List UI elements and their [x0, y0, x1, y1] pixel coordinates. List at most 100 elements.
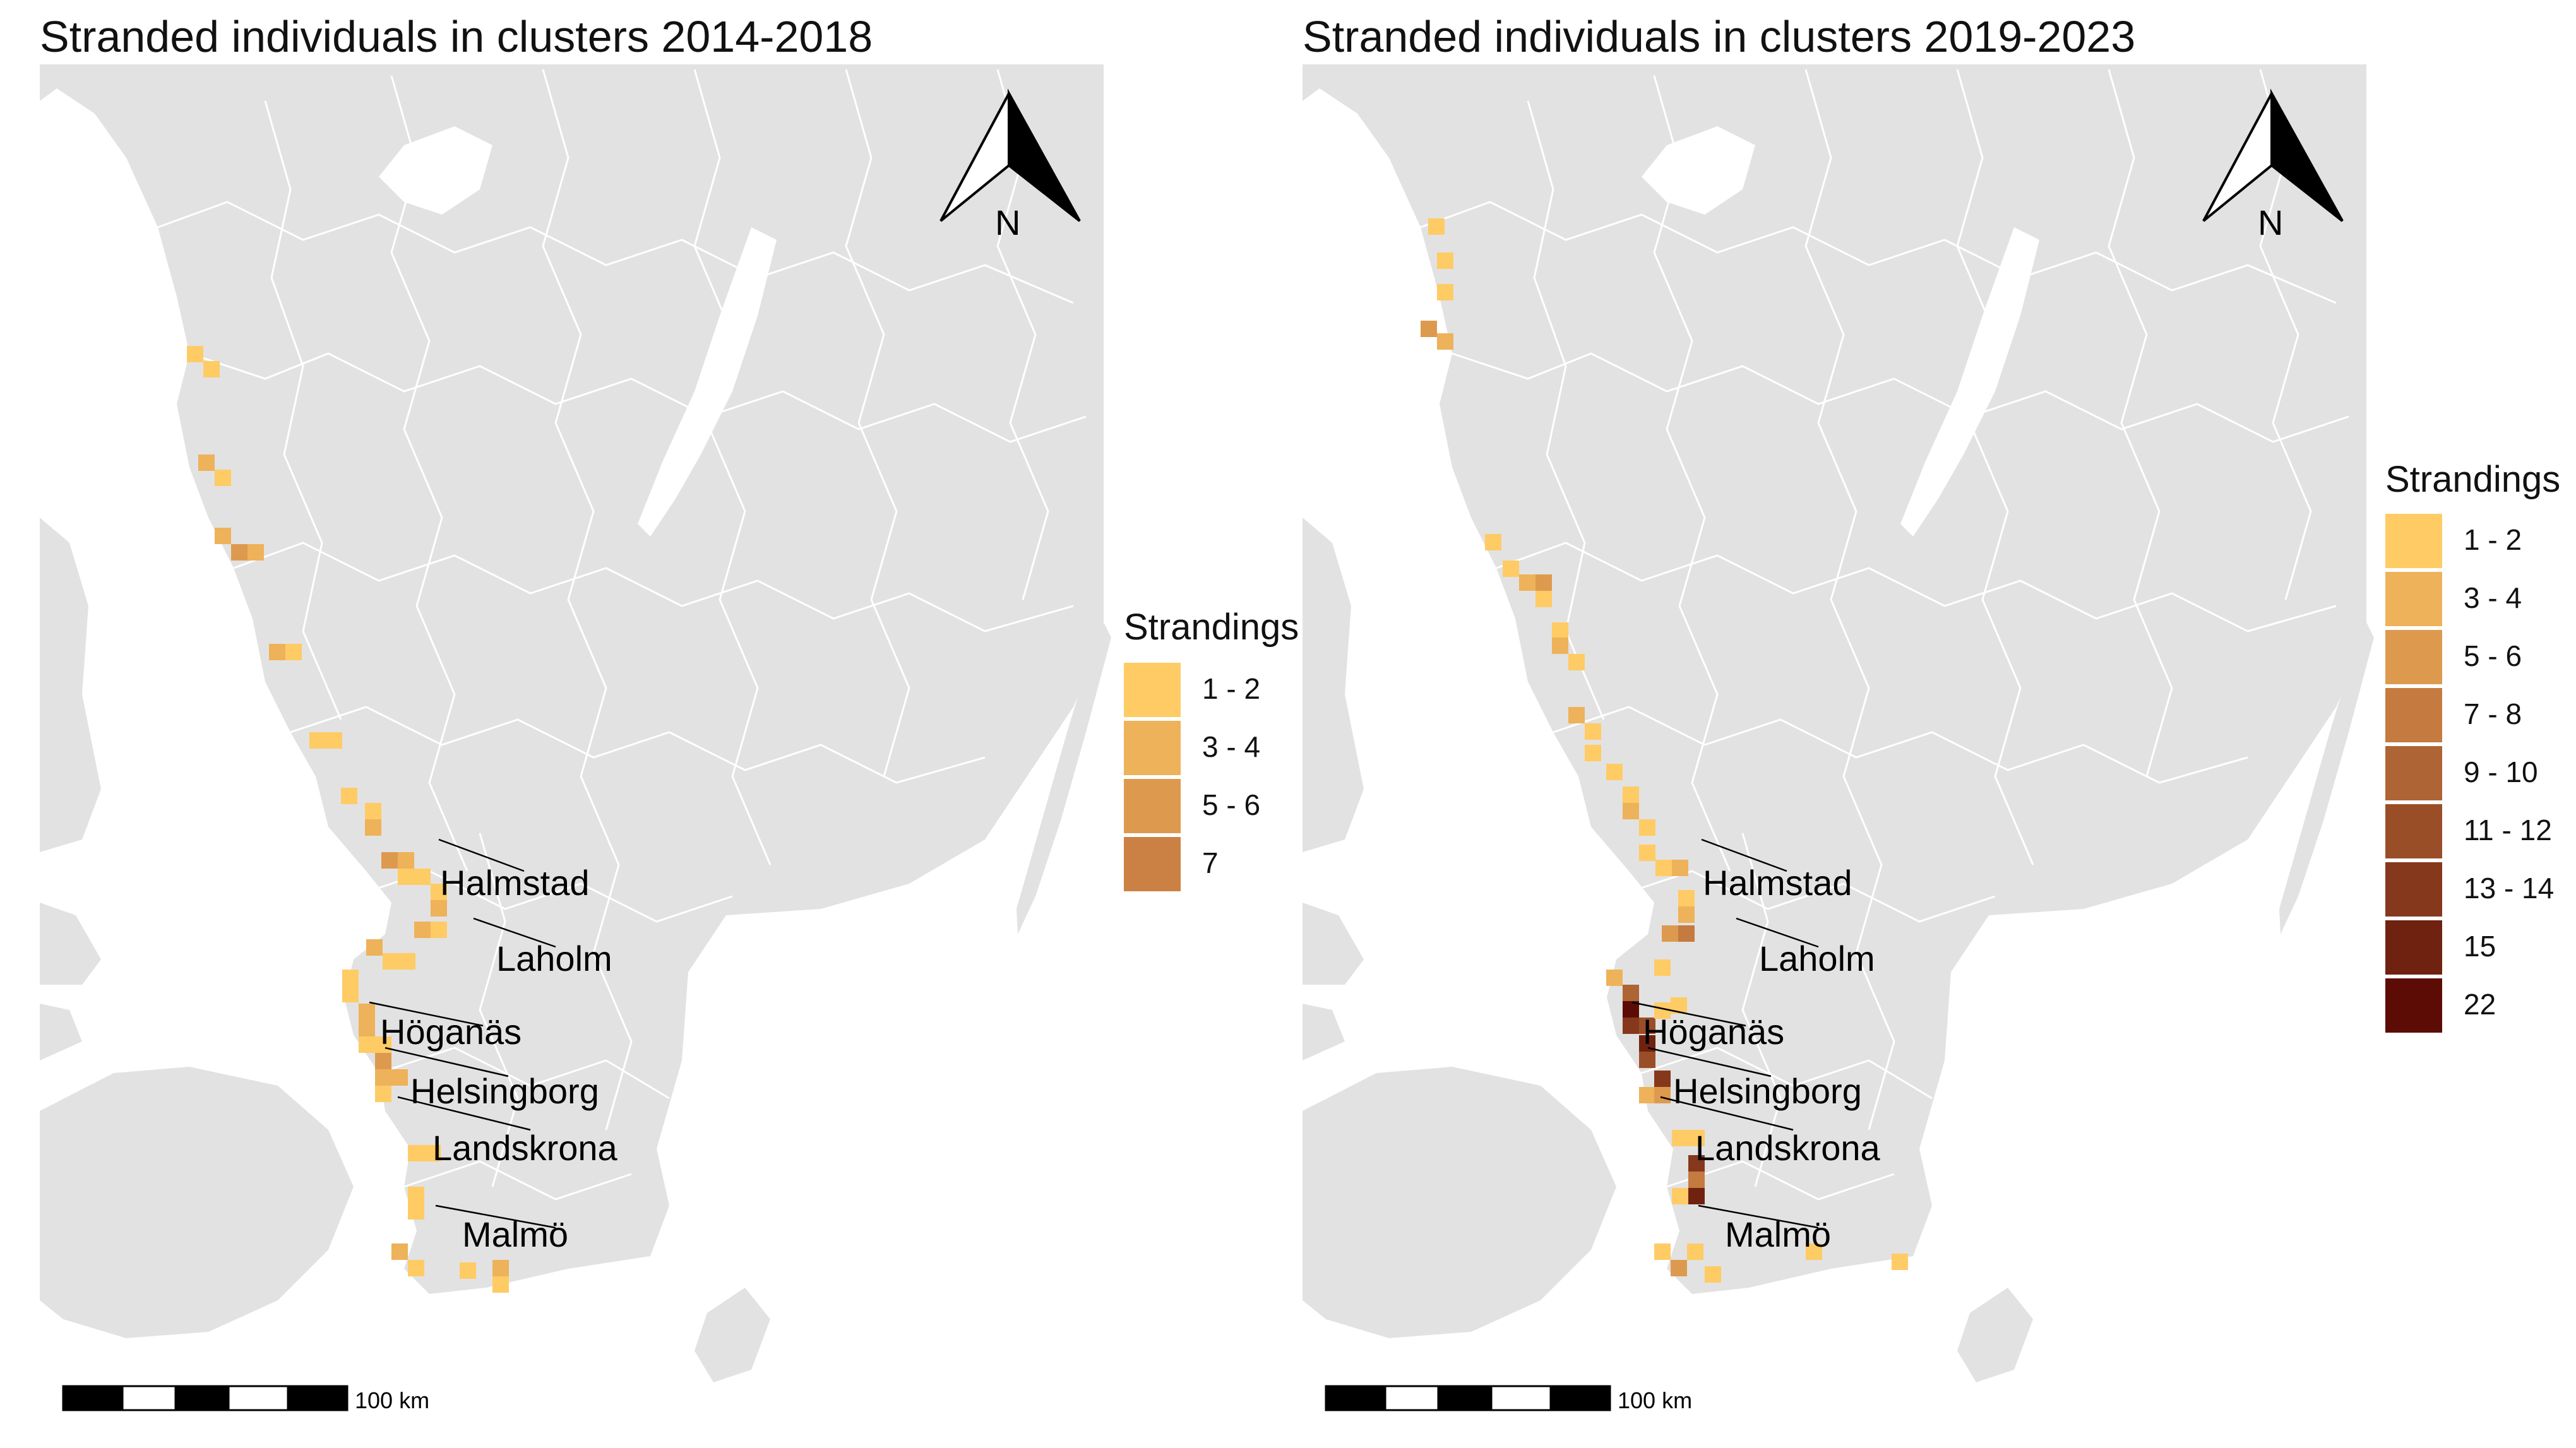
place-label-hoganas: Höganäs — [380, 1012, 522, 1052]
stranding-cell — [365, 803, 381, 819]
stranding-cell — [1639, 819, 1655, 836]
stranding-cell — [365, 819, 381, 836]
stranding-cell — [408, 1203, 424, 1220]
stranding-cell — [375, 1086, 391, 1102]
stranding-cell — [398, 852, 414, 869]
stranding-cell — [1688, 1188, 1705, 1204]
legend-swatch — [2385, 514, 2442, 568]
legend-swatch — [2385, 630, 2442, 684]
place-label-malmo: Malmö — [462, 1214, 568, 1254]
scale-bar — [62, 1385, 349, 1411]
place-leader-lines — [369, 838, 556, 1229]
lake-vanern — [1642, 126, 1755, 215]
stranding-cell — [1662, 925, 1678, 942]
stranding-cell — [1654, 1087, 1671, 1103]
stranding-cell — [247, 544, 264, 561]
stranding-cell — [1671, 1260, 1687, 1276]
stranding-cell — [1623, 786, 1639, 803]
place-label-hoganas: Höganäs — [1643, 1012, 1784, 1052]
map-panel-2014-2018: Halmstad Laholm Höganäs Helsingborg Land… — [0, 0, 1299, 1448]
legend-swatch — [1124, 721, 1181, 775]
legend-label: 7 — [1202, 846, 1219, 879]
legend-swatch — [2385, 978, 2442, 1033]
land-mainland — [1303, 64, 2366, 1294]
stranding-cell — [1892, 1254, 1908, 1270]
place-label-laholm: Laholm — [1759, 939, 1875, 978]
stranding-cell — [1535, 574, 1552, 591]
stranding-cell — [1552, 622, 1568, 639]
north-arrow-icon: N — [939, 88, 1081, 242]
stranding-cell — [1678, 906, 1695, 923]
stranding-cell — [1485, 534, 1501, 550]
stranding-cell — [1428, 218, 1445, 235]
stranding-cell — [1606, 970, 1623, 986]
stranding-cell — [424, 1145, 441, 1161]
stranding-cell — [285, 644, 302, 660]
stranding-cell — [341, 788, 357, 804]
legend-label: 9 - 10 — [2464, 756, 2538, 788]
stranding-cell — [492, 1276, 509, 1293]
stranding-cell — [1437, 333, 1453, 350]
legend-label: 22 — [2464, 988, 2496, 1021]
land-denmark-north — [40, 1004, 82, 1060]
north-label: N — [2258, 203, 2283, 242]
legend-label: 3 - 4 — [2464, 581, 2522, 614]
stranding-cell — [1623, 803, 1639, 819]
place-label-helsingborg: Helsingborg — [1673, 1071, 1862, 1111]
land-west — [1303, 518, 1364, 852]
stranding-cells — [187, 346, 509, 1293]
north-label: N — [995, 203, 1020, 242]
stranding-cell — [1606, 764, 1623, 780]
legend-label: 5 - 6 — [1202, 788, 1261, 821]
stranding-cell — [408, 1145, 424, 1161]
lake-vattern — [1900, 227, 2039, 537]
stranding-cell — [1678, 890, 1695, 906]
legend-label: 1 - 2 — [2464, 523, 2522, 556]
legend-title: Strandings — [2385, 459, 2561, 500]
stranding-cell — [1688, 1172, 1705, 1188]
stranding-cell — [231, 544, 247, 561]
land-west-lower — [40, 903, 101, 985]
land-mainland — [40, 64, 1104, 1294]
stranding-cell — [326, 732, 342, 749]
stranding-cell — [1705, 1266, 1721, 1283]
scale-bar — [1325, 1385, 1611, 1411]
legend-swatch — [1124, 663, 1181, 717]
stranding-cell — [366, 939, 383, 956]
place-label-halmstad: Halmstad — [440, 863, 590, 903]
map-panel-2019-2023: Halmstad Laholm Höganäs Helsingborg Land… — [1263, 0, 2560, 1448]
place-label-halmstad: Halmstad — [1703, 863, 1852, 903]
stranding-cell — [1654, 1071, 1671, 1087]
stranding-cell — [1672, 1188, 1688, 1204]
stranding-cell — [391, 1069, 408, 1086]
stranding-cell — [1421, 321, 1437, 337]
stranding-cell — [1672, 860, 1688, 876]
legend-swatch — [1124, 837, 1181, 891]
stranding-cell — [431, 884, 447, 900]
stranding-cell — [1688, 1155, 1705, 1172]
stranding-cell — [309, 732, 326, 749]
legend-label: 3 - 4 — [1202, 730, 1261, 763]
land-west — [40, 518, 101, 852]
stranding-cell — [1519, 574, 1535, 591]
land-denmark-north — [1303, 1004, 1345, 1060]
stranding-cell — [359, 1004, 375, 1020]
map-title: Stranded individuals in clusters 2014-20… — [40, 12, 873, 61]
legend-swatch — [2385, 572, 2442, 626]
stranding-cell — [381, 852, 398, 869]
stranding-cell — [359, 1036, 375, 1053]
stranding-cell — [1568, 654, 1585, 670]
stranding-cell — [1437, 284, 1453, 300]
stranding-cell — [1806, 1243, 1822, 1260]
scale-label: 100 km — [355, 1387, 430, 1413]
place-label-malmo: Malmö — [1725, 1214, 1831, 1254]
stranding-cell — [1654, 959, 1671, 976]
stranding-cell — [1639, 1018, 1655, 1034]
north-arrow-icon: N — [2202, 88, 2344, 242]
stranding-cells — [1421, 218, 1908, 1283]
stranding-cell — [399, 953, 415, 970]
stranding-cell — [375, 1036, 391, 1053]
scale-label: 100 km — [1618, 1387, 1693, 1413]
land-denmark — [1303, 1067, 1616, 1338]
land-bornholm-edge — [695, 1288, 770, 1382]
